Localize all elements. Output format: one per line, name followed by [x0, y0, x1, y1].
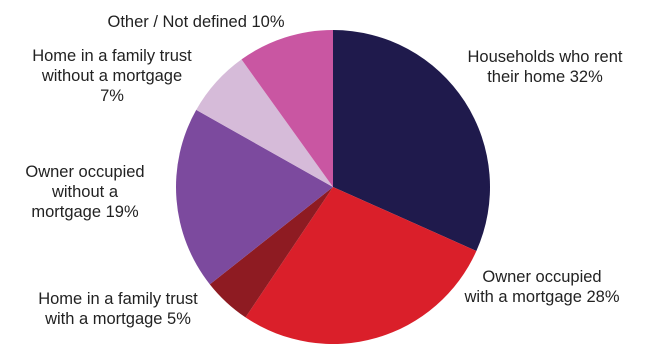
- pie-label-line: with a mortgage 28%: [463, 288, 619, 306]
- pie-label-line: their home 32%: [487, 68, 603, 86]
- pie-label-2: Owner occupied with a mortgage 28%: [463, 268, 619, 306]
- pie-labels: Households who rent their home 32% Owner o…: [25, 13, 623, 328]
- pie-slices: [176, 29, 491, 345]
- pie-slice-1: [333, 29, 491, 252]
- pie-label-1: Households who rent their home 32%: [467, 48, 622, 86]
- pie-slice-6: [241, 30, 333, 187]
- pie-label-3: Home in a family trust with a mortgage 5%: [38, 290, 198, 328]
- pie-label-line: Households who rent: [467, 48, 622, 66]
- pie-label-line: without a mortgage: [41, 67, 182, 85]
- pie-label-line: Owner occupied: [25, 163, 144, 181]
- pie-label-4: Owner occupied without a mortgage 19%: [25, 163, 144, 221]
- pie-label-line: Home in a family trust: [38, 290, 198, 308]
- pie-slice-4: [176, 109, 333, 285]
- pie-label-line: without a: [51, 183, 119, 201]
- pie-label-5: Home in a family trust without a mortgage…: [32, 47, 192, 105]
- pie-label-line: Other / Not defined 10%: [107, 13, 284, 31]
- pie-slice-3: [209, 187, 333, 318]
- pie-label-line: 7%: [100, 87, 124, 105]
- pie-label-line: mortgage 19%: [31, 203, 139, 221]
- pie-slice-5: [196, 59, 333, 187]
- pie-slice-2: [245, 187, 477, 345]
- pie-label-6: Other / Not defined 10%: [107, 13, 284, 31]
- pie-label-line: Home in a family trust: [32, 47, 192, 65]
- pie-label-line: Owner occupied: [482, 268, 601, 286]
- pie-label-line: with a mortgage 5%: [44, 310, 191, 328]
